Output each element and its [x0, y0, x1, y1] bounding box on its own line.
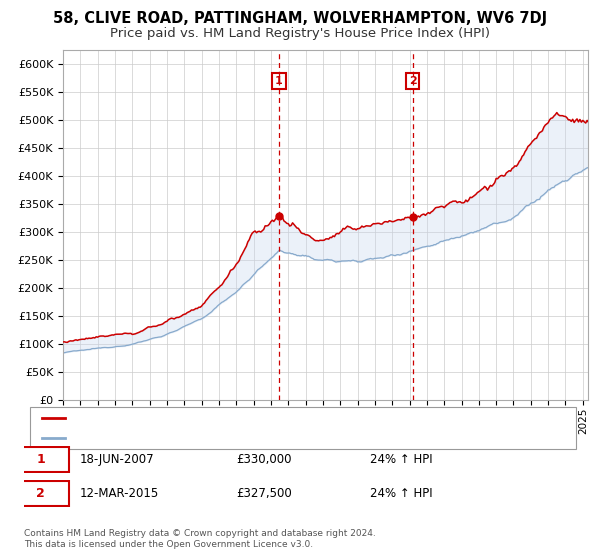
FancyBboxPatch shape	[13, 480, 68, 506]
FancyBboxPatch shape	[13, 447, 68, 473]
Text: Contains HM Land Registry data © Crown copyright and database right 2024.
This d: Contains HM Land Registry data © Crown c…	[24, 529, 376, 549]
Text: 18-JUN-2007: 18-JUN-2007	[80, 453, 154, 466]
Text: £330,000: £330,000	[236, 453, 292, 466]
Text: £327,500: £327,500	[236, 487, 292, 500]
Text: 24% ↑ HPI: 24% ↑ HPI	[370, 487, 433, 500]
FancyBboxPatch shape	[30, 407, 576, 449]
Text: Price paid vs. HM Land Registry's House Price Index (HPI): Price paid vs. HM Land Registry's House …	[110, 27, 490, 40]
Text: 12-MAR-2015: 12-MAR-2015	[80, 487, 159, 500]
Text: 58, CLIVE ROAD, PATTINGHAM, WOLVERHAMPTON, WV6 7DJ (detached house): 58, CLIVE ROAD, PATTINGHAM, WOLVERHAMPTO…	[71, 413, 506, 423]
Text: 2: 2	[409, 76, 417, 86]
Text: 24% ↑ HPI: 24% ↑ HPI	[370, 453, 433, 466]
Text: 1: 1	[37, 453, 45, 466]
Text: 58, CLIVE ROAD, PATTINGHAM, WOLVERHAMPTON, WV6 7DJ: 58, CLIVE ROAD, PATTINGHAM, WOLVERHAMPTO…	[53, 11, 547, 26]
Text: 2: 2	[37, 487, 45, 500]
Text: HPI: Average price, detached house, South Staffordshire: HPI: Average price, detached house, Sout…	[71, 433, 385, 443]
Text: 1: 1	[275, 76, 283, 86]
